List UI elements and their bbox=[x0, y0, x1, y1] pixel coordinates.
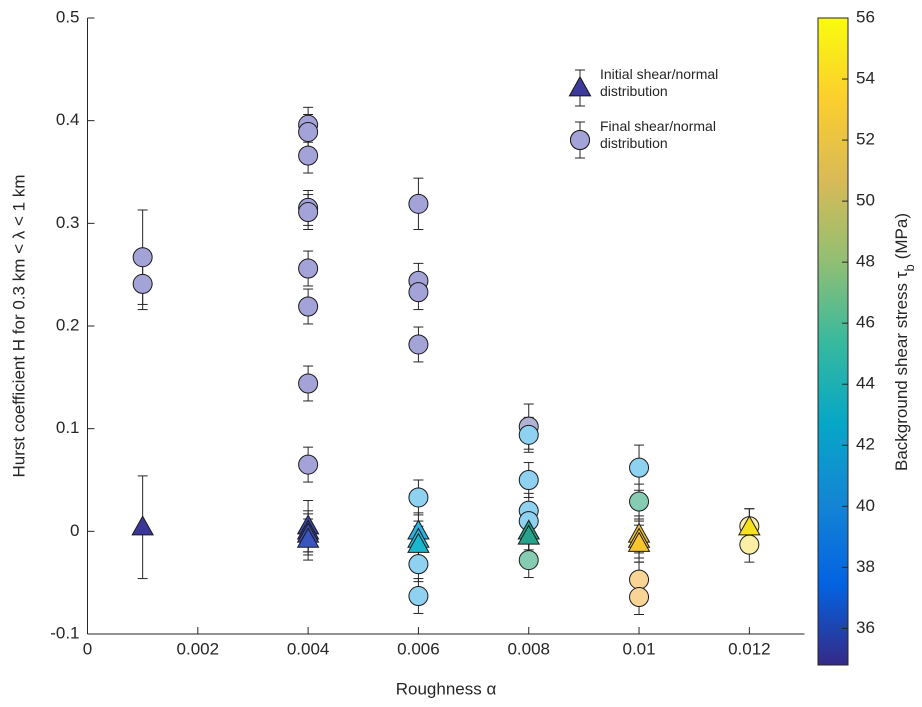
point bbox=[738, 515, 761, 536]
colorbar bbox=[817, 17, 849, 666]
legend-entry: Initial shear/normal distribution bbox=[600, 66, 719, 99]
colorbar-tick-label: 50 bbox=[856, 191, 875, 210]
x-tick-label: 0.004 bbox=[287, 639, 330, 658]
point bbox=[298, 296, 319, 317]
colorbar-tick-label: 38 bbox=[856, 557, 875, 576]
point bbox=[298, 258, 319, 279]
point bbox=[408, 193, 429, 214]
y-axis-label: Hurst coefficient H for 0.3 km < λ < 1 k… bbox=[9, 175, 28, 478]
point bbox=[408, 487, 429, 508]
y-tick-label: 0.3 bbox=[56, 213, 80, 232]
y-tick-label: 0.1 bbox=[56, 418, 80, 437]
point bbox=[629, 457, 650, 478]
point bbox=[518, 424, 539, 445]
point bbox=[132, 247, 153, 268]
colorbar-tick-label: 56 bbox=[856, 7, 875, 26]
x-tick-label: 0.012 bbox=[728, 639, 771, 658]
colorbar-tick-label: 54 bbox=[856, 69, 875, 88]
point bbox=[298, 145, 319, 166]
legend-label: Final shear/normal distribution bbox=[600, 118, 716, 151]
colorbar-tick-label: 48 bbox=[856, 252, 875, 271]
x-tick-label: 0 bbox=[83, 639, 92, 658]
x-tick-label: 0.01 bbox=[622, 639, 655, 658]
x-tick-label: 0.006 bbox=[397, 639, 440, 658]
point bbox=[408, 586, 429, 607]
colorbar-tick-label: 40 bbox=[856, 496, 875, 515]
y-tick-label: 0.4 bbox=[56, 110, 80, 129]
point bbox=[408, 282, 429, 303]
point bbox=[517, 524, 541, 545]
point bbox=[739, 534, 760, 555]
y-tick-label: 0 bbox=[70, 521, 79, 540]
legend-entry: Final shear/normal distribution bbox=[600, 118, 716, 151]
point bbox=[298, 121, 319, 142]
colorbar-tick-label: 52 bbox=[856, 130, 875, 149]
point bbox=[629, 491, 650, 512]
point bbox=[627, 531, 651, 552]
point bbox=[296, 527, 320, 548]
point bbox=[132, 273, 153, 294]
point bbox=[298, 202, 319, 223]
legend-marker bbox=[568, 75, 592, 97]
colorbar-label-part: b bbox=[902, 264, 917, 271]
x-axis-label: Roughness α bbox=[396, 679, 497, 698]
point bbox=[298, 373, 319, 394]
y-tick-label: -0.1 bbox=[50, 623, 79, 642]
colorbar-tick-label: 42 bbox=[856, 435, 875, 454]
point bbox=[629, 569, 650, 590]
colorbar-tick-label: 44 bbox=[856, 374, 875, 393]
point bbox=[518, 470, 539, 490]
x-tick-label: 0.008 bbox=[507, 639, 550, 658]
point bbox=[298, 454, 319, 475]
colorbar-tick-label: 36 bbox=[856, 618, 875, 637]
colorbar-tick-label: 46 bbox=[856, 313, 875, 332]
x-tick-label: 0.002 bbox=[177, 639, 220, 658]
point bbox=[518, 550, 539, 571]
legend-label: Initial shear/normal distribution bbox=[600, 66, 719, 99]
point bbox=[408, 554, 429, 575]
y-tick-label: 0.2 bbox=[56, 315, 80, 334]
point bbox=[407, 532, 430, 553]
point bbox=[408, 334, 429, 355]
y-tick-label: 0.5 bbox=[56, 7, 80, 26]
point bbox=[131, 515, 154, 536]
colorbar-label: Background shear stress τb (MPa) bbox=[892, 213, 916, 471]
point bbox=[629, 587, 650, 608]
colorbar-label-part: Background shear stress τ bbox=[892, 271, 911, 471]
legend-marker bbox=[570, 130, 590, 150]
colorbar-label-part: (MPa) bbox=[892, 213, 911, 259]
